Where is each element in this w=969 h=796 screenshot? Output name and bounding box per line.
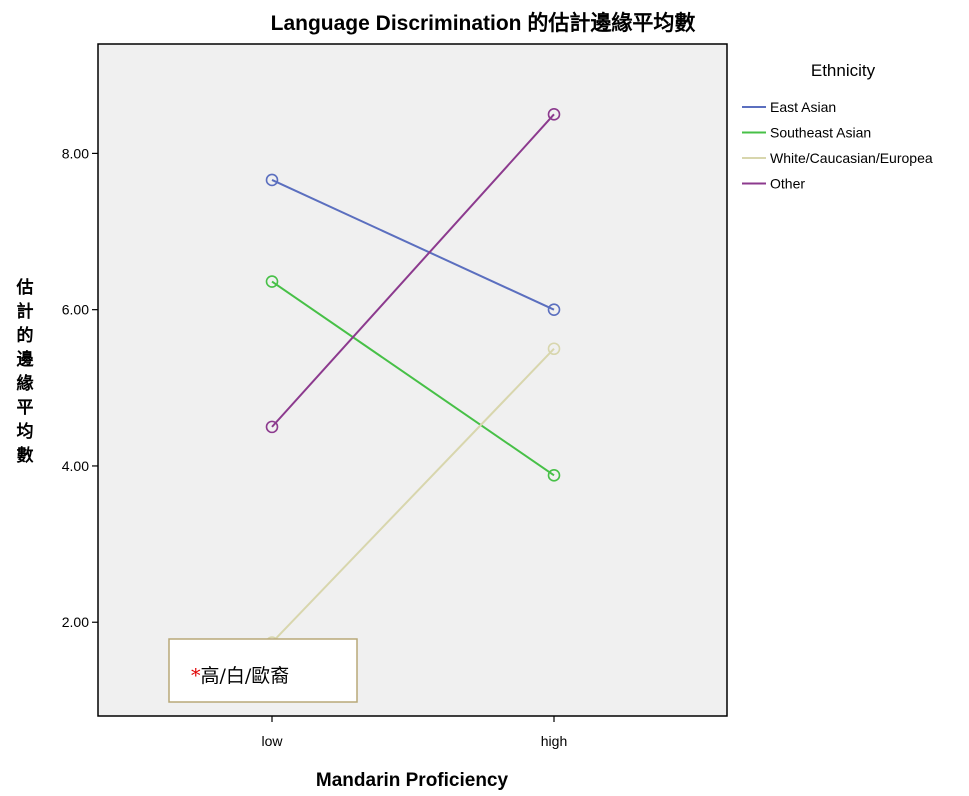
series-line (271, 113, 555, 428)
y-axis-label-char: 平 (17, 398, 34, 418)
y-axis-label-char: 均 (17, 421, 34, 442)
y-axis-label-char: 的 (17, 325, 34, 346)
annotation-text: *高/白/歐裔 (191, 665, 289, 687)
data-point (547, 342, 561, 356)
chart-title: Language Discrimination 的估計邊緣平均數 (271, 11, 696, 35)
y-tick-label: 8.00 (62, 145, 89, 161)
x-tick-label: low (261, 733, 283, 749)
series-layer (265, 108, 561, 649)
legend: East Asian Southeast Asian White/Caucasian… (742, 99, 933, 192)
y-axis-label-char: 邊 (17, 349, 35, 370)
x-tick-label: high (541, 733, 567, 749)
data-point (547, 108, 561, 121)
legend-item-label: White/Caucasian/Europea (770, 150, 933, 166)
y-axis-label-char: 緣 (17, 373, 34, 394)
legend-item-label: East Asian (770, 99, 836, 115)
data-point (265, 275, 279, 288)
y-axis: 2.00 4.00 6.00 8.00 (62, 145, 98, 630)
annotation-frame (168, 638, 358, 703)
annotation-label: 高/白/歐裔 (201, 665, 290, 687)
y-tick-label: 6.00 (62, 302, 89, 318)
annotation-asterisk: * (191, 665, 201, 687)
series-line (271, 280, 555, 477)
x-axis-label: Mandarin Proficiency (316, 770, 509, 791)
x-axis: low high (261, 716, 567, 749)
legend-title: Ethnicity (811, 61, 876, 80)
y-axis-label-char: 數 (17, 445, 34, 466)
annotation-box: *高/白/歐裔 (168, 638, 358, 703)
y-axis-label-char: 計 (17, 301, 34, 322)
series-line (271, 348, 555, 644)
data-point (547, 303, 561, 316)
series-line (271, 179, 555, 311)
y-tick-label: 4.00 (62, 458, 89, 474)
data-point (265, 173, 279, 187)
data-point (547, 469, 561, 482)
y-tick-label: 2.00 (62, 614, 89, 630)
legend-item-label: Southeast Asian (770, 125, 871, 141)
y-axis-label-char: 估 (16, 277, 34, 298)
data-point (265, 420, 279, 434)
plot-area (97, 43, 728, 717)
legend-item-label: Other (770, 176, 805, 192)
